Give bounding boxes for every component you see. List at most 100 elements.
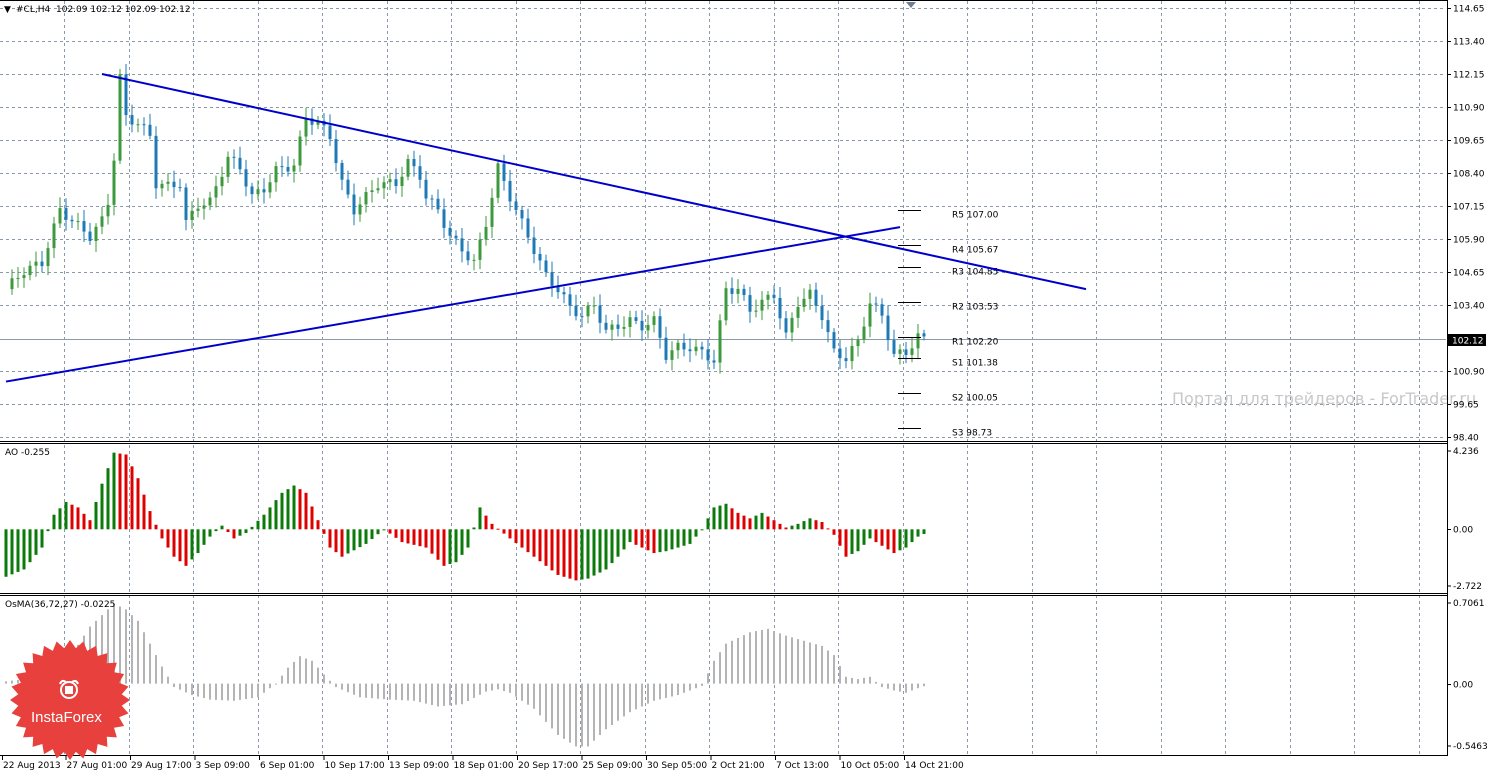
ao-bar [904,529,908,548]
candle-body [532,237,536,254]
osma-bar [419,683,421,703]
candle-body [562,292,566,295]
candle-body [538,253,542,261]
y-tick-label: 103.40 [1453,302,1485,312]
osma-bar [827,650,829,684]
candle-body [388,179,392,183]
candle-body [490,197,494,227]
y-tick-label: 100.90 [1453,368,1485,378]
ao-bar [448,529,452,564]
candle-body [622,326,626,329]
osma-bar [371,683,373,699]
osma-bar [341,683,343,690]
ao-bar [496,528,500,530]
ao-bar [292,485,296,530]
candle-body [502,163,506,181]
y-tick-label: 99.65 [1453,401,1479,411]
candle-body [88,231,92,241]
ao-bar [844,529,848,557]
ao-bar [634,529,638,545]
x-tick-label: 13 Sep 09:00 [389,761,449,771]
candle-body [118,74,122,161]
y-axis-labels: 114.65 113.40 112.15 110.90 109.65 108.40 107.… [1447,5,1488,752]
osma-bar [785,635,787,684]
candle-body [898,349,902,354]
ao-bar [658,529,662,553]
osma-bar [467,683,469,702]
osma-bar [293,661,295,684]
ao-bar [550,529,554,571]
candle-body [784,318,788,333]
ao-bar [922,529,926,534]
osma-bar [845,676,847,684]
candle-body [904,349,908,355]
x-tick-label: 18 Sep 01:00 [454,761,514,771]
osma-bar [317,667,319,684]
candle-body [892,340,896,354]
ao-bar [610,529,614,564]
candle-body [436,198,440,210]
ao-bar [796,523,800,530]
osma-bar [161,666,163,684]
osma-bar [119,606,121,684]
ao-bar [832,529,836,535]
ao-bar [694,529,698,537]
candle-body [76,221,80,223]
ao-bar [556,529,560,575]
ao-bar [538,529,542,562]
candle-body [700,346,704,350]
shift-marker-icon[interactable] [906,2,916,8]
grid-lines [0,1,1446,755]
candle-body [574,305,578,317]
candle-body [112,160,116,205]
ao-bar [280,492,284,530]
candle-body [646,324,650,331]
osma-bar [143,632,145,684]
osma-bar [281,675,283,684]
trendline[interactable] [5,226,901,383]
ao-bar [436,529,440,560]
osma-bar [647,683,649,704]
candle-body [406,159,410,177]
ao-bar [400,529,404,543]
osma-bar [659,683,661,700]
trendline[interactable] [101,73,1087,291]
candle-body [910,348,914,355]
ao-bar [442,529,446,566]
ao-bar [532,529,536,557]
candle-body [292,165,296,172]
ao-bar [646,529,650,551]
y-tick-label: 105.90 [1453,236,1485,246]
candle-body [526,218,530,238]
osma-bar [449,683,451,706]
osma-bar [203,683,205,699]
candle-body [232,156,236,158]
osma-bar [479,683,481,695]
ao-bar [298,489,302,530]
osma-bar [329,680,331,684]
ao-bar [70,504,74,530]
pivot-label: R4 105.67 [952,246,998,256]
osma-bar [557,683,559,736]
candle-body [628,317,632,327]
candle-body [694,346,698,352]
osma-bar [665,683,667,698]
ao-bar [220,525,224,530]
osma-bar [257,683,259,698]
x-tick-label: 30 Sep 05:00 [647,761,707,771]
osma-bar [815,644,817,684]
osma-bar [233,683,235,701]
y-tick-label: 4.236 [1453,447,1479,457]
pivot-label: S2 100.05 [952,394,998,404]
ao-bar [466,529,470,548]
ao-bar [724,503,728,530]
candle-body [706,349,710,361]
candle-body [136,124,140,126]
candle-body [226,156,230,177]
candle-body [880,304,884,316]
ao-bar [568,529,572,579]
ao-bar [226,529,230,533]
candle-body [202,205,206,209]
candle-body [142,124,146,126]
candle-body [70,219,74,222]
